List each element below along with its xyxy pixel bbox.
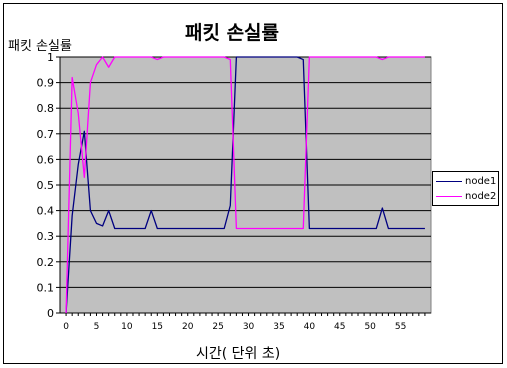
- legend-label-node2: node2: [465, 190, 497, 202]
- x-tick-label: 55: [395, 322, 406, 332]
- y-tick-label: 0.6: [37, 153, 55, 166]
- x-axis-title: 시간( 단위 초): [196, 346, 281, 362]
- y-tick-label: 0.2: [37, 256, 55, 269]
- x-tick-label: 45: [334, 322, 345, 332]
- legend-swatch-node2: [436, 195, 462, 197]
- x-tick-label: 15: [152, 322, 163, 332]
- legend-label-node1: node1: [465, 175, 497, 187]
- y-tick-label: 0.4: [37, 205, 55, 218]
- y-tick-label: 0.5: [37, 179, 55, 192]
- y-tick-label: 0.8: [37, 102, 55, 115]
- x-tick-label: 20: [182, 322, 194, 332]
- y-tick-label: 0: [47, 307, 54, 320]
- legend-item-node2: node2: [436, 189, 496, 203]
- legend-swatch-node1: [436, 180, 462, 182]
- chart-title: 패킷 손실률: [185, 22, 280, 44]
- x-tick-label: 25: [212, 322, 223, 332]
- x-tick-label: 40: [304, 322, 316, 332]
- y-tick-label: 0.1: [37, 281, 55, 294]
- series-line-node2: [65, 56, 425, 314]
- x-tick-label: 5: [94, 322, 100, 332]
- x-tick-label: 35: [273, 322, 284, 332]
- y-tick-label: 0.9: [37, 77, 55, 90]
- series-line-node1: [65, 56, 425, 314]
- x-tick-label: 30: [243, 322, 255, 332]
- legend-item-node1: node1: [436, 174, 496, 188]
- legend: node1 node2: [432, 171, 499, 206]
- x-tick-label: 50: [364, 322, 376, 332]
- y-axis-title: 패킷 손실률: [8, 39, 72, 54]
- y-tick-label: 0.7: [37, 128, 55, 141]
- y-tick-label: 1: [47, 51, 54, 64]
- y-tick-label: 0.3: [37, 230, 55, 243]
- x-tick-label: 10: [121, 322, 133, 332]
- x-tick-label: 0: [63, 322, 69, 332]
